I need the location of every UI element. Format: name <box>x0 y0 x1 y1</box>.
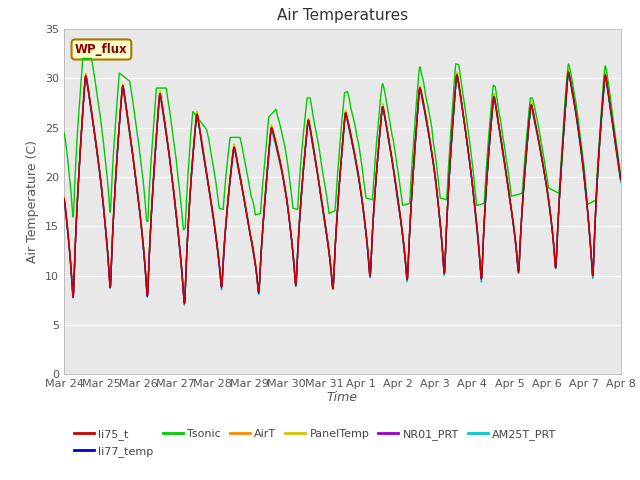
Y-axis label: Air Temperature (C): Air Temperature (C) <box>26 140 40 263</box>
Text: WP_flux: WP_flux <box>75 43 128 56</box>
Legend: li75_t, li77_temp, Tsonic, AirT, PanelTemp, NR01_PRT, AM25T_PRT: li75_t, li77_temp, Tsonic, AirT, PanelTe… <box>70 425 561 461</box>
Title: Air Temperatures: Air Temperatures <box>277 9 408 24</box>
X-axis label: Time: Time <box>327 391 358 404</box>
